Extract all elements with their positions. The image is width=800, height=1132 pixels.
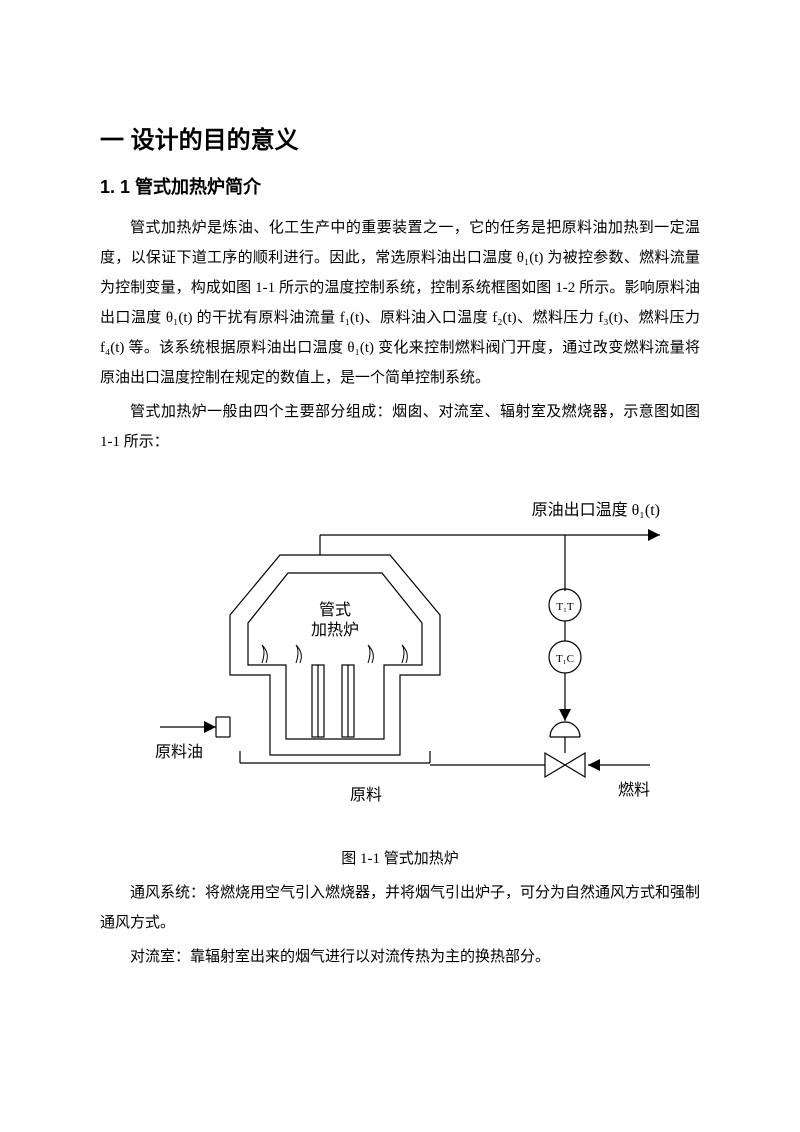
furnace-diagram: 原油出口温度 θ₁(t) 管式 加热炉 — [120, 495, 680, 835]
valve-actuator-icon — [550, 722, 580, 737]
t1c-label: T₁C — [556, 653, 574, 665]
figure-caption: 图 1-1 管式加热炉 — [341, 847, 459, 868]
heading-section: 1. 1 管式加热炉简介 — [100, 173, 700, 199]
paragraph-2: 管式加热炉一般由四个主要部分组成：烟囱、对流室、辐射室及燃烧器，示意图如图 1-… — [100, 397, 700, 457]
furnace-label-2: 加热炉 — [311, 621, 359, 639]
furnace-label-1: 管式 — [319, 601, 351, 619]
heading-chapter: 一 设计的目的意义 — [100, 120, 700, 155]
t1t-label: T₁T — [556, 601, 574, 613]
feed-bottom-label: 原料 — [350, 786, 382, 804]
feed-inlet-label: 原料油 — [155, 743, 203, 761]
paragraph-3: 通风系统：将燃烧用空气引入燃烧器，并将烟气引出炉子，可分为自然通风方式和强制通风… — [100, 878, 700, 938]
valve-icon — [545, 753, 585, 777]
paragraph-1: 管式加热炉是炼油、化工生产中的重要装置之一，它的任务是把原料油加热到一定温度，以… — [100, 213, 700, 393]
figure-1-1: 原油出口温度 θ₁(t) 管式 加热炉 — [100, 495, 700, 878]
paragraph-4: 对流室：靠辐射室出来的烟气进行以对流传热为主的换热部分。 — [100, 942, 700, 972]
fuel-label: 燃料 — [618, 781, 650, 799]
flame-icon — [262, 645, 407, 663]
outlet-temp-label: 原油出口温度 θ₁(t) — [532, 501, 660, 519]
